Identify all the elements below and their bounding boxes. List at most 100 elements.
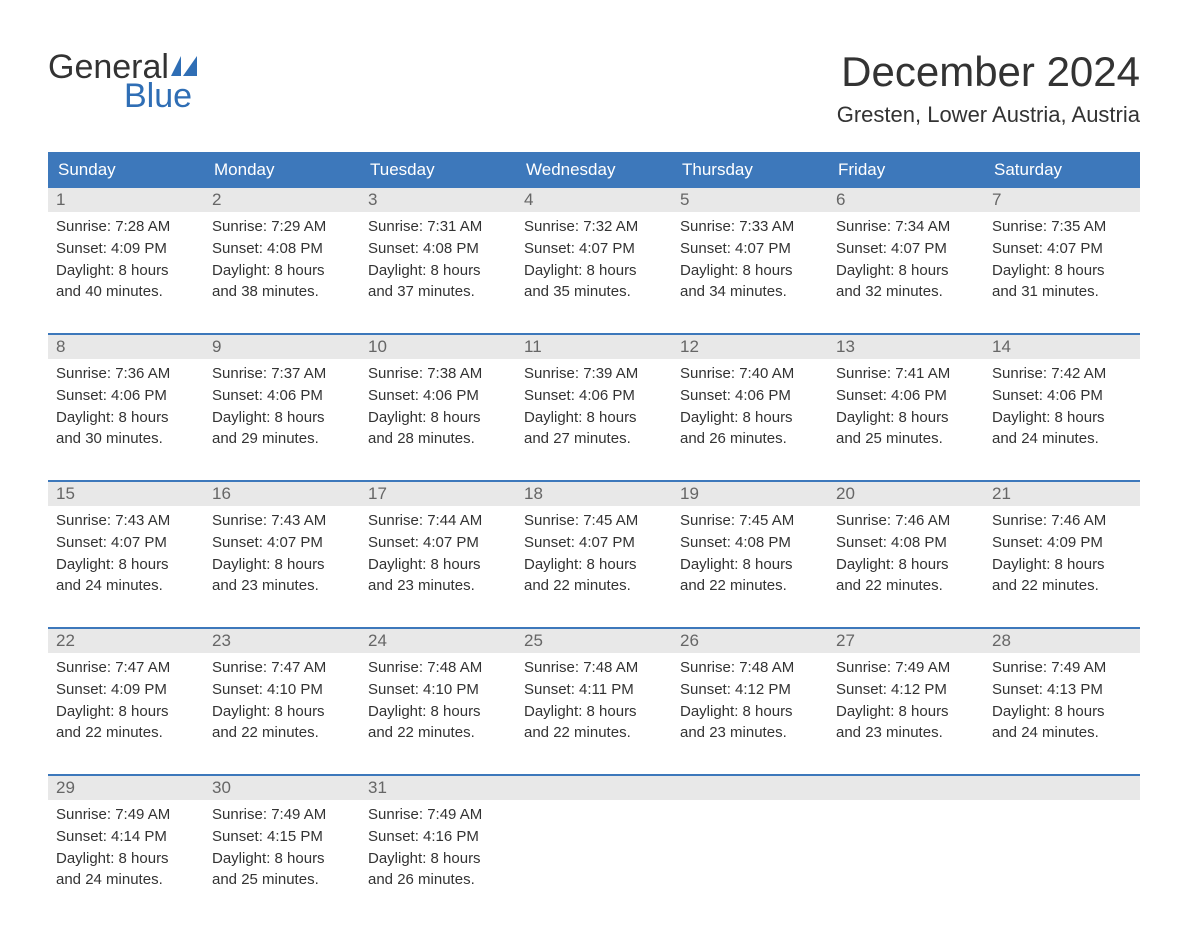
day-d1: Daylight: 8 hours xyxy=(524,260,664,282)
day-d1: Daylight: 8 hours xyxy=(56,701,196,723)
day-cell: Sunrise: 7:37 AMSunset: 4:06 PMDaylight:… xyxy=(204,359,360,458)
day-number xyxy=(672,776,828,800)
day-sunset: Sunset: 4:12 PM xyxy=(680,679,820,701)
day-number: 11 xyxy=(516,335,672,359)
day-sunrise: Sunrise: 7:36 AM xyxy=(56,363,196,385)
day-d2: and 26 minutes. xyxy=(680,428,820,450)
day-cell: Sunrise: 7:45 AMSunset: 4:08 PMDaylight:… xyxy=(672,506,828,605)
day-d1: Daylight: 8 hours xyxy=(992,701,1132,723)
day-d2: and 24 minutes. xyxy=(56,869,196,891)
day-cell: Sunrise: 7:35 AMSunset: 4:07 PMDaylight:… xyxy=(984,212,1140,311)
day-d2: and 40 minutes. xyxy=(56,281,196,303)
day-d2: and 35 minutes. xyxy=(524,281,664,303)
day-d2: and 22 minutes. xyxy=(368,722,508,744)
day-cell xyxy=(672,800,828,899)
day-sunrise: Sunrise: 7:28 AM xyxy=(56,216,196,238)
day-sunset: Sunset: 4:06 PM xyxy=(212,385,352,407)
day-number: 18 xyxy=(516,482,672,506)
daynum-row: 15161718192021 xyxy=(48,482,1140,506)
day-d1: Daylight: 8 hours xyxy=(992,260,1132,282)
day-sunrise: Sunrise: 7:38 AM xyxy=(368,363,508,385)
day-cell: Sunrise: 7:46 AMSunset: 4:09 PMDaylight:… xyxy=(984,506,1140,605)
day-sunset: Sunset: 4:07 PM xyxy=(368,532,508,554)
day-number: 12 xyxy=(672,335,828,359)
day-sunset: Sunset: 4:06 PM xyxy=(992,385,1132,407)
day-sunrise: Sunrise: 7:45 AM xyxy=(524,510,664,532)
day-sunset: Sunset: 4:09 PM xyxy=(992,532,1132,554)
day-number: 19 xyxy=(672,482,828,506)
location-subtitle: Gresten, Lower Austria, Austria xyxy=(837,102,1140,128)
day-sunrise: Sunrise: 7:46 AM xyxy=(992,510,1132,532)
day-number: 3 xyxy=(360,188,516,212)
day-number: 16 xyxy=(204,482,360,506)
day-number: 8 xyxy=(48,335,204,359)
day-number: 4 xyxy=(516,188,672,212)
day-d2: and 38 minutes. xyxy=(212,281,352,303)
day-sunrise: Sunrise: 7:49 AM xyxy=(992,657,1132,679)
day-number: 26 xyxy=(672,629,828,653)
day-cell: Sunrise: 7:49 AMSunset: 4:15 PMDaylight:… xyxy=(204,800,360,899)
daynum-row: 22232425262728 xyxy=(48,629,1140,653)
day-d2: and 22 minutes. xyxy=(836,575,976,597)
day-d1: Daylight: 8 hours xyxy=(836,701,976,723)
day-d1: Daylight: 8 hours xyxy=(56,554,196,576)
day-number: 20 xyxy=(828,482,984,506)
daynum-row: 293031 xyxy=(48,776,1140,800)
day-d2: and 27 minutes. xyxy=(524,428,664,450)
day-d1: Daylight: 8 hours xyxy=(524,701,664,723)
day-sunset: Sunset: 4:06 PM xyxy=(368,385,508,407)
day-sunset: Sunset: 4:06 PM xyxy=(836,385,976,407)
day-d2: and 32 minutes. xyxy=(836,281,976,303)
day-sunset: Sunset: 4:12 PM xyxy=(836,679,976,701)
calendar-week: 891011121314 Sunrise: 7:36 AM Sunset: 4:06… xyxy=(48,333,1140,458)
day-header-sunday: Sunday xyxy=(48,152,204,188)
day-sunrise: Sunrise: 7:33 AM xyxy=(680,216,820,238)
day-cell: Sunrise: 7:48 AMSunset: 4:10 PMDaylight:… xyxy=(360,653,516,752)
page-header: General Blue December 2024 Gresten, Lowe… xyxy=(48,48,1140,128)
day-number: 28 xyxy=(984,629,1140,653)
day-sunrise: Sunrise: 7:47 AM xyxy=(56,657,196,679)
day-sunset: Sunset: 4:07 PM xyxy=(212,532,352,554)
day-sunset: Sunset: 4:11 PM xyxy=(524,679,664,701)
day-d2: and 22 minutes. xyxy=(212,722,352,744)
day-number: 25 xyxy=(516,629,672,653)
daynum-row: 891011121314 xyxy=(48,335,1140,359)
day-cell xyxy=(828,800,984,899)
day-d2: and 25 minutes. xyxy=(836,428,976,450)
day-sunrise: Sunrise: 7:44 AM xyxy=(368,510,508,532)
day-number: 17 xyxy=(360,482,516,506)
day-sunset: Sunset: 4:06 PM xyxy=(524,385,664,407)
day-sunset: Sunset: 4:07 PM xyxy=(56,532,196,554)
day-d2: and 22 minutes. xyxy=(524,722,664,744)
day-cell: Sunrise: 7:49 AMSunset: 4:14 PMDaylight:… xyxy=(48,800,204,899)
day-cell: Sunrise: 7:29 AMSunset: 4:08 PMDaylight:… xyxy=(204,212,360,311)
day-d1: Daylight: 8 hours xyxy=(992,407,1132,429)
day-d2: and 22 minutes. xyxy=(524,575,664,597)
day-header-thursday: Thursday xyxy=(672,152,828,188)
day-sunset: Sunset: 4:15 PM xyxy=(212,826,352,848)
day-sunrise: Sunrise: 7:46 AM xyxy=(836,510,976,532)
day-d1: Daylight: 8 hours xyxy=(368,260,508,282)
day-sunset: Sunset: 4:08 PM xyxy=(368,238,508,260)
day-number: 21 xyxy=(984,482,1140,506)
day-cell: Sunrise: 7:43 AMSunset: 4:07 PMDaylight:… xyxy=(204,506,360,605)
day-cell: Sunrise: 7:40 AMSunset: 4:06 PMDaylight:… xyxy=(672,359,828,458)
day-cell: Sunrise: 7:46 AMSunset: 4:08 PMDaylight:… xyxy=(828,506,984,605)
day-cell: Sunrise: 7:32 AMSunset: 4:07 PMDaylight:… xyxy=(516,212,672,311)
day-sunset: Sunset: 4:08 PM xyxy=(680,532,820,554)
day-number: 30 xyxy=(204,776,360,800)
day-sunrise: Sunrise: 7:34 AM xyxy=(836,216,976,238)
day-header-tuesday: Tuesday xyxy=(360,152,516,188)
day-d2: and 31 minutes. xyxy=(992,281,1132,303)
day-number: 10 xyxy=(360,335,516,359)
day-number xyxy=(516,776,672,800)
day-header-friday: Friday xyxy=(828,152,984,188)
day-number: 31 xyxy=(360,776,516,800)
day-number xyxy=(984,776,1140,800)
day-sunrise: Sunrise: 7:48 AM xyxy=(524,657,664,679)
day-d2: and 30 minutes. xyxy=(56,428,196,450)
day-sunrise: Sunrise: 7:45 AM xyxy=(680,510,820,532)
day-header-wednesday: Wednesday xyxy=(516,152,672,188)
day-sunrise: Sunrise: 7:42 AM xyxy=(992,363,1132,385)
day-header-row: Sunday Monday Tuesday Wednesday Thursday… xyxy=(48,152,1140,188)
